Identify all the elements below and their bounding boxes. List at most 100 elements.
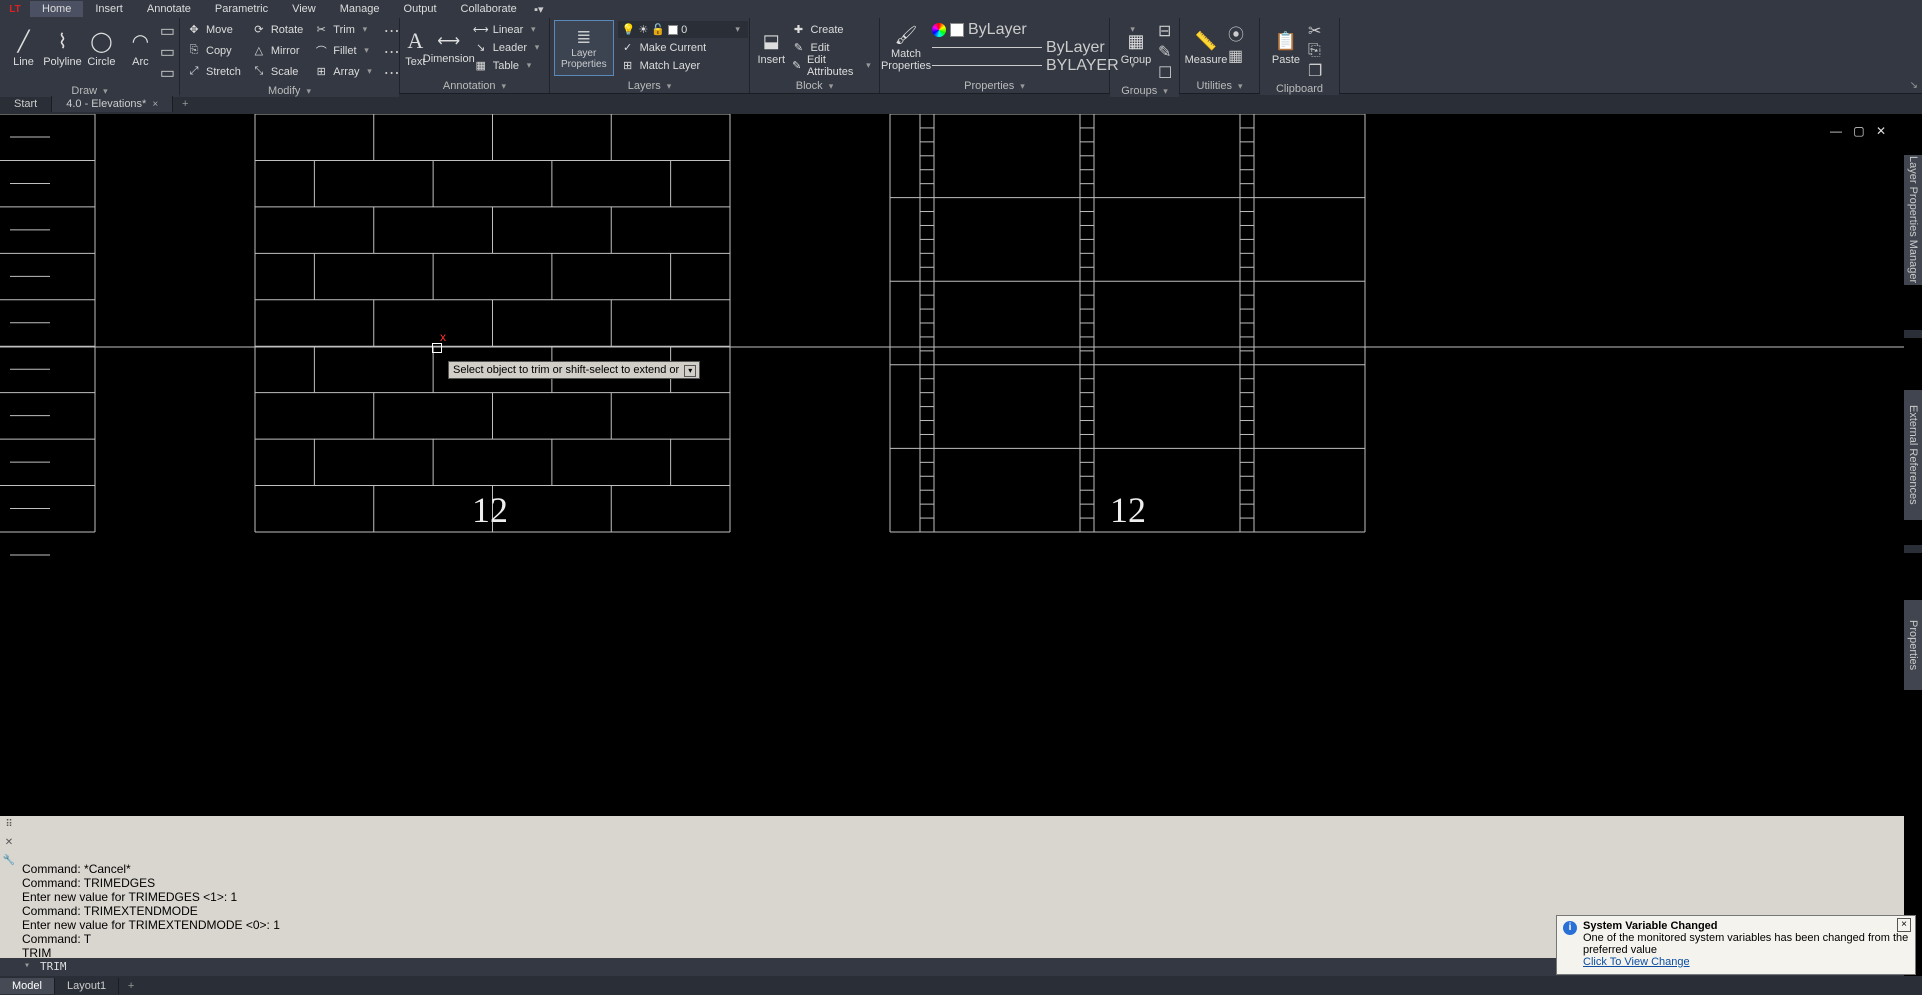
modify-extra-icon[interactable]: ⋯: [384, 21, 400, 41]
layers-icon: ≣: [576, 27, 591, 48]
lineweight-line: [932, 65, 1042, 67]
cursor-cross-icon: x: [440, 333, 446, 341]
fillet-button[interactable]: ⌒Fillet▾: [311, 42, 377, 59]
text-button[interactable]: AText: [404, 20, 427, 76]
chevron-down-icon[interactable]: [304, 85, 311, 97]
group-select-icon[interactable]: ☐: [1158, 63, 1172, 83]
create-button[interactable]: ✚Create: [789, 21, 875, 38]
edit-attributes-button[interactable]: ✎Edit Attributes▾: [789, 57, 875, 74]
close-icon[interactable]: ✕: [5, 836, 13, 850]
group-button[interactable]: ▦Group: [1114, 20, 1158, 76]
insert-button[interactable]: ⬓Insert: [754, 20, 789, 76]
color-value: ByLayer: [968, 21, 1027, 39]
group-edit-icon[interactable]: ✎: [1158, 42, 1172, 62]
modify-extra-icon[interactable]: ⋯: [384, 42, 400, 62]
scale-button[interactable]: ⤡Scale: [249, 63, 305, 80]
menu-tab-collaborate[interactable]: Collaborate: [449, 1, 529, 17]
color-dropdown[interactable]: ByLayer▾: [932, 21, 1139, 38]
calc-icon[interactable]: ▦: [1228, 46, 1244, 66]
make-current-button[interactable]: ✓Make Current: [618, 39, 748, 56]
measure-button[interactable]: 📏Measure: [1184, 20, 1228, 76]
stretch-icon: ⤢: [186, 64, 202, 80]
panel-utilities: 📏Measure ⦿▦ Utilities: [1180, 18, 1260, 93]
layer-combo[interactable]: 💡 ☀ 🔓 0 ▾: [618, 21, 748, 38]
lock-icon: 🔓: [651, 24, 665, 36]
panel-annotation-title: Annotation: [443, 80, 496, 92]
new-layout-button[interactable]: +: [119, 980, 143, 992]
palette-properties[interactable]: Properties: [1904, 600, 1922, 690]
move-button[interactable]: ✥Move: [184, 21, 243, 38]
close-icon[interactable]: ×: [152, 99, 158, 110]
clipboard-icon: 📋: [1275, 31, 1297, 52]
panel-modify: ✥Move ⟳Rotate ✂Trim▾ ⋯ ⎘Copy △Mirror ⌒Fillet▾ ⋯…: [180, 18, 400, 93]
menu-tab-insert[interactable]: Insert: [83, 1, 135, 17]
dialog-launcher-icon[interactable]: ↘: [1910, 80, 1918, 91]
menu-tab-manage[interactable]: Manage: [328, 1, 392, 17]
circle-icon: ◯: [90, 29, 112, 54]
chevron-down-icon[interactable]: [1161, 85, 1168, 97]
down-arrow-icon[interactable]: ▾: [684, 365, 696, 377]
panel-properties: 🖌Match Properties ByLayer▾ ByLayer▾ BYLA…: [880, 18, 1110, 93]
notification-link[interactable]: Click To View Change: [1583, 956, 1690, 968]
copyclip-icon[interactable]: ❐: [1308, 61, 1322, 81]
viewport-window-controls[interactable]: — ▢ ✕: [1830, 124, 1890, 138]
ellipse-icon[interactable]: ▭: [160, 42, 175, 62]
hatch-icon[interactable]: ▭: [160, 63, 175, 83]
polyline-button[interactable]: ⌇Polyline: [43, 20, 82, 76]
ungroup-icon[interactable]: ⊟: [1158, 21, 1172, 41]
arc-button[interactable]: ◠Arc: [121, 20, 160, 76]
menu-tab-home[interactable]: Home: [30, 1, 83, 17]
rectangle-icon[interactable]: ▭: [160, 21, 175, 41]
menu-bar: LT HomeInsertAnnotateParametricViewManag…: [0, 0, 1922, 18]
chevron-down-icon[interactable]: [1018, 80, 1025, 92]
copy-icon[interactable]: ⎘: [1308, 42, 1322, 60]
linear-icon: ⟷: [473, 22, 489, 38]
linear-button[interactable]: ⟷Linear▾: [471, 21, 545, 38]
modify-extra-icon[interactable]: ⋯: [384, 63, 400, 83]
point-icon[interactable]: ⦿: [1228, 21, 1244, 45]
menu-tab-view[interactable]: View: [280, 1, 328, 17]
palette-layer-properties[interactable]: Layer Properties Manager: [1904, 155, 1922, 285]
stretch-button[interactable]: ⤢Stretch: [184, 63, 243, 80]
close-icon[interactable]: ×: [1897, 918, 1911, 932]
chevron-down-icon[interactable]: [1236, 80, 1243, 92]
make-current-icon: ✓: [620, 40, 636, 56]
layout-tab-model[interactable]: Model: [0, 978, 55, 994]
wrench-icon[interactable]: 🔧: [3, 854, 15, 868]
mirror-button[interactable]: △Mirror: [249, 42, 305, 59]
sun-icon: ☀: [638, 24, 648, 36]
file-tab[interactable]: Start: [0, 96, 52, 112]
circle-button[interactable]: ◯Circle: [82, 20, 121, 76]
menu-tab-parametric[interactable]: Parametric: [203, 1, 280, 17]
rotate-button[interactable]: ⟳Rotate: [249, 21, 305, 38]
new-tab-button[interactable]: +: [173, 98, 197, 110]
layer-properties-button[interactable]: ≣ Layer Properties: [554, 20, 614, 76]
menu-tab-output[interactable]: Output: [392, 1, 449, 17]
leader-button[interactable]: ↘Leader▾: [471, 39, 545, 56]
cut-icon[interactable]: ✂: [1308, 21, 1322, 41]
array-button[interactable]: ⊞Array▾: [311, 63, 377, 80]
palette-external-references[interactable]: External References: [1904, 390, 1922, 520]
linetype-dropdown[interactable]: ByLayer▾: [932, 39, 1139, 56]
drawing-canvas[interactable]: — ▢ ✕ 12 12 x Select object to trim or s…: [0, 114, 1904, 816]
chevron-down-icon[interactable]: [827, 80, 834, 92]
edit-icon: ✎: [791, 40, 807, 56]
menu-overflow-icon[interactable]: ▪▾: [529, 3, 549, 16]
layer-properties-label: Layer Properties: [561, 48, 607, 70]
chevron-down-icon[interactable]: [500, 80, 507, 92]
layout-tab-layout1[interactable]: Layout1: [55, 978, 119, 994]
copy-button[interactable]: ⎘Copy: [184, 42, 243, 59]
line-button[interactable]: ╱Line: [4, 20, 43, 76]
lineweight-dropdown[interactable]: BYLAYER▾: [932, 57, 1139, 74]
insert-icon: ⬓: [763, 31, 780, 52]
paste-button[interactable]: 📋Paste: [1264, 20, 1308, 76]
match-layer-button[interactable]: ⊞Match Layer: [618, 57, 748, 74]
dimension-button[interactable]: ⟷Dimension: [427, 20, 471, 76]
chevron-down-icon[interactable]: [665, 80, 672, 92]
file-tab[interactable]: 4.0 - Elevations*×: [52, 96, 173, 112]
menu-tab-annotate[interactable]: Annotate: [135, 1, 203, 17]
trim-button[interactable]: ✂Trim▾: [311, 21, 377, 38]
match-properties-button[interactable]: 🖌Match Properties: [884, 20, 928, 76]
table-button[interactable]: ▦Table▾: [471, 57, 545, 74]
command-handle[interactable]: ⠿✕🔧: [2, 816, 16, 958]
